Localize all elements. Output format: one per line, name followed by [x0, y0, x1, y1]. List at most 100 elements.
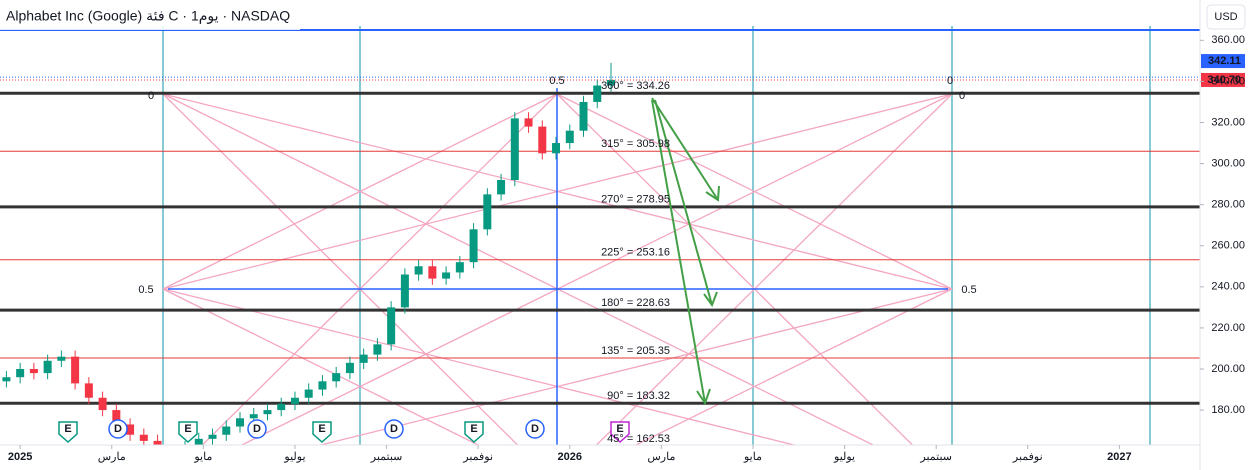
y-tick-label: 320.00: [1211, 116, 1245, 128]
candle-body: [538, 126, 547, 154]
y-tick-label: 220.00: [1211, 322, 1245, 334]
y-tick-label: 340.00: [1211, 75, 1245, 87]
price-tag: [1201, 54, 1245, 69]
event-marker: [384, 419, 404, 439]
candle-body: [167, 451, 175, 455]
y-tick-label: 300.00: [1211, 157, 1245, 169]
x-tick-label: نوفمبر: [462, 451, 493, 463]
candle-body: [263, 410, 272, 415]
gann-level-label: 360° = 334.26: [601, 80, 670, 92]
candle-body: [400, 274, 409, 308]
candle-body: [345, 362, 354, 374]
candle-body: [181, 447, 189, 455]
candle-body: [304, 389, 313, 398]
candle-body: [98, 397, 107, 411]
event-label: E: [184, 423, 191, 435]
y-tick-label: 260.00: [1211, 240, 1245, 252]
candle-body: [57, 356, 66, 361]
candle-body: [16, 368, 25, 378]
gann-ratio-label: 0.5: [138, 284, 153, 296]
gann-ratio-label: 0: [959, 90, 965, 102]
x-tick-label: مايو: [743, 451, 762, 463]
gann-ratio-label: 0: [947, 75, 953, 87]
candle-body: [236, 418, 244, 427]
x-tick-label: سبتمبر: [919, 451, 952, 463]
x-tick-label: مارس: [647, 451, 675, 463]
candle-body: [579, 101, 588, 131]
x-tick-label: مايو: [193, 451, 212, 463]
candle-body: [208, 434, 217, 439]
candle-body: [29, 368, 38, 374]
candle-body: [359, 354, 368, 363]
gann-level-label: 135° = 205.35: [601, 345, 670, 357]
event-marker: [610, 421, 630, 444]
event-label: D: [114, 423, 122, 435]
gann-level-label: 180° = 228.63: [601, 297, 670, 309]
candle-body: [524, 118, 533, 127]
x-tick-label: مارس: [98, 451, 126, 463]
candle-body: [373, 344, 382, 355]
x-tick-label: 2025: [8, 451, 32, 463]
candle-body: [442, 272, 451, 279]
gann-ratio-label: 0: [148, 90, 154, 102]
currency[interactable]: USD: [1214, 11, 1237, 23]
gann-ratio-label: 0.5: [549, 75, 564, 87]
gann-level-label: 225° = 253.16: [601, 247, 670, 259]
candle-body: [290, 397, 299, 404]
candle-body: [277, 403, 286, 411]
price-tag: [1201, 72, 1245, 87]
event-marker: [58, 421, 78, 444]
arrows: [651, 97, 720, 406]
candle-body: [552, 143, 561, 154]
event-label: D: [390, 423, 398, 435]
candle-body: [153, 440, 162, 445]
gann-level-label: 45° = 162.53: [607, 433, 670, 445]
candle-body: [249, 414, 258, 419]
y-tick-label: 360.00: [1211, 34, 1245, 46]
candle-body: [2, 377, 11, 382]
event-marker: [108, 419, 128, 439]
x-tick-label: سبتمبر: [370, 451, 403, 463]
candle-body: [71, 356, 80, 384]
candle-body: [387, 307, 396, 345]
y-tick-label: 280.00: [1211, 199, 1245, 211]
candle-body: [222, 426, 231, 435]
x-tick-label: 2026: [558, 451, 582, 463]
y-tick-label: 180.00: [1211, 404, 1245, 416]
event-marker: [312, 421, 332, 444]
x-tick-label: يوليو: [283, 451, 305, 463]
x-tick-label: 2027: [1107, 451, 1131, 463]
price-tag-label: 340.70: [1207, 74, 1241, 86]
y-tick-label: 240.00: [1211, 281, 1245, 293]
event-label: D: [531, 423, 539, 435]
candle-body: [139, 434, 148, 441]
currency-button[interactable]: [1206, 4, 1246, 30]
candle-body: [483, 194, 492, 230]
event-label: E: [616, 423, 623, 435]
gann-ratio-label: 0.5: [961, 284, 976, 296]
candle-body: [606, 79, 615, 86]
price-tag-label: 342.11: [1208, 55, 1241, 67]
gann-level-label: 90° = 183.32: [607, 390, 670, 402]
candle-body: [112, 410, 121, 425]
gann-level-label: 315° = 305.98: [601, 138, 670, 150]
candle-body: [126, 424, 135, 435]
candle-body: [428, 266, 437, 279]
candle-body: [469, 229, 478, 263]
candle-body: [332, 373, 341, 382]
gann-level-label: 270° = 278.95: [601, 194, 670, 206]
event-label: E: [64, 423, 71, 435]
candle-body: [194, 438, 203, 445]
candle-body: [318, 381, 327, 390]
candle-body: [84, 383, 93, 398]
header-bg: [0, 4, 300, 30]
candle-body: [565, 130, 574, 144]
event-label: E: [470, 423, 477, 435]
event-marker: [247, 419, 267, 439]
x-tick-label: نوفمبر: [1012, 451, 1043, 463]
x-tick-label: يوليو: [833, 451, 855, 463]
candle-body: [497, 180, 506, 195]
event-label: D: [253, 423, 261, 435]
candle-body: [455, 262, 464, 273]
